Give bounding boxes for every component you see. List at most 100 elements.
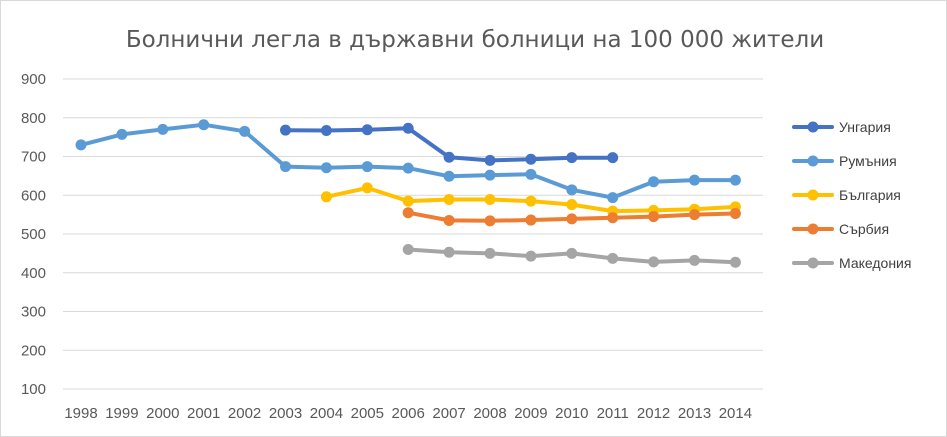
legend-label: Сърбия bbox=[839, 221, 889, 237]
data-point bbox=[648, 256, 660, 268]
data-point bbox=[484, 215, 496, 227]
legend-marker bbox=[807, 121, 819, 133]
legend-marker bbox=[807, 155, 819, 167]
data-point bbox=[566, 184, 578, 196]
x-tick-label: 2005 bbox=[351, 405, 384, 422]
legend-item: Румъния bbox=[792, 153, 897, 169]
data-point bbox=[566, 213, 578, 225]
series-4 bbox=[402, 244, 741, 268]
data-point bbox=[484, 247, 496, 259]
data-point bbox=[729, 256, 741, 268]
data-point bbox=[689, 209, 700, 221]
x-tick-label: 1998 bbox=[64, 405, 97, 422]
legend-label: България bbox=[839, 187, 901, 203]
data-point bbox=[566, 247, 578, 259]
legend-item: България bbox=[792, 187, 901, 203]
data-point bbox=[525, 214, 537, 226]
data-point bbox=[320, 125, 332, 137]
y-tick-label: 800 bbox=[21, 110, 46, 127]
data-point bbox=[280, 161, 291, 173]
legend-item: Сърбия bbox=[792, 221, 889, 237]
x-tick-label: 2001 bbox=[187, 405, 220, 422]
x-tick-label: 2013 bbox=[678, 405, 711, 422]
data-point bbox=[443, 214, 455, 226]
data-point bbox=[607, 192, 619, 204]
y-tick-label: 400 bbox=[21, 265, 46, 282]
x-tick-label: 2011 bbox=[597, 405, 629, 422]
series-0 bbox=[280, 122, 619, 166]
data-point bbox=[484, 154, 496, 166]
x-tick-label: 2006 bbox=[392, 405, 425, 422]
data-point bbox=[443, 151, 455, 163]
y-tick-label: 700 bbox=[21, 149, 46, 166]
data-point bbox=[402, 122, 414, 134]
data-point bbox=[729, 207, 741, 219]
data-point bbox=[280, 124, 291, 136]
legend: Унгария Румъния България Сърбия Македония bbox=[792, 119, 911, 271]
x-tick-label: 2007 bbox=[432, 405, 465, 422]
data-point bbox=[361, 124, 373, 136]
data-point bbox=[443, 246, 455, 258]
series-1 bbox=[75, 119, 741, 204]
data-point bbox=[402, 195, 414, 207]
data-point bbox=[75, 139, 87, 151]
data-point bbox=[443, 170, 455, 182]
legend-marker bbox=[807, 189, 819, 201]
legend-marker bbox=[807, 257, 819, 269]
x-tick-label: 2014 bbox=[719, 405, 752, 422]
x-tick-label: 2004 bbox=[310, 405, 343, 422]
series-line bbox=[79, 122, 738, 200]
data-point bbox=[566, 199, 578, 211]
data-point bbox=[525, 168, 537, 180]
data-point bbox=[361, 161, 373, 173]
x-tick-label: 2009 bbox=[514, 405, 547, 422]
y-axis-ticks: 100 200 300 400 500 600 700 800 900 bbox=[21, 71, 46, 398]
x-tick-label: 1999 bbox=[105, 405, 138, 422]
legend-marker bbox=[807, 223, 819, 235]
data-point bbox=[525, 195, 537, 207]
y-tick-label: 100 bbox=[21, 381, 46, 398]
data-point bbox=[320, 191, 332, 203]
y-tick-label: 900 bbox=[21, 71, 46, 88]
data-point bbox=[648, 176, 660, 188]
series-lines bbox=[75, 119, 741, 268]
data-point bbox=[607, 212, 619, 224]
series-2 bbox=[320, 182, 741, 217]
y-tick-label: 300 bbox=[21, 304, 46, 321]
x-tick-label: 2010 bbox=[555, 405, 588, 422]
x-tick-label: 2008 bbox=[473, 405, 506, 422]
x-tick-label: 2002 bbox=[228, 405, 261, 422]
data-point bbox=[157, 123, 169, 135]
y-tick-label: 600 bbox=[21, 187, 46, 204]
data-point bbox=[566, 152, 578, 164]
y-tick-label: 200 bbox=[21, 342, 46, 359]
data-point bbox=[484, 194, 496, 206]
data-point bbox=[116, 128, 128, 140]
x-axis-ticks: 1998 1999 2000 2001 2002 2003 2004 2005 2006 2007… bbox=[64, 405, 752, 422]
data-point bbox=[402, 207, 414, 219]
legend-item: Унгария bbox=[792, 119, 891, 135]
legend-label: Румъния bbox=[839, 153, 897, 169]
y-tick-label: 500 bbox=[21, 226, 46, 243]
data-point bbox=[320, 162, 332, 174]
data-point bbox=[689, 254, 700, 266]
data-point bbox=[198, 119, 210, 131]
data-point bbox=[525, 153, 537, 165]
data-point bbox=[525, 250, 537, 262]
data-point bbox=[648, 211, 660, 223]
gridlines bbox=[63, 78, 763, 390]
data-point bbox=[402, 244, 414, 255]
x-tick-label: 2012 bbox=[637, 405, 670, 422]
data-point bbox=[239, 125, 251, 137]
legend-label: Македония bbox=[839, 255, 911, 271]
data-point bbox=[361, 182, 373, 194]
x-tick-label: 2000 bbox=[146, 405, 179, 422]
data-point bbox=[607, 252, 619, 264]
data-point bbox=[729, 174, 741, 186]
data-point bbox=[689, 174, 700, 186]
x-tick-label: 2003 bbox=[269, 405, 302, 422]
legend-label: Унгария bbox=[839, 119, 891, 135]
data-point bbox=[402, 162, 414, 174]
